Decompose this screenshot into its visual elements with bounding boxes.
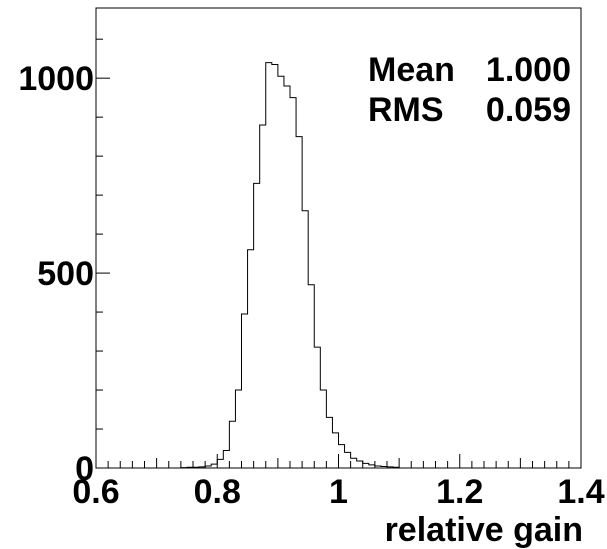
stats-rms-value: 0.059: [486, 91, 571, 129]
stats-mean-value: 1.000: [486, 51, 571, 89]
x-tick-label: 1.4: [557, 473, 604, 511]
stats-rms-label: RMS: [368, 91, 444, 129]
y-tick-label: 500: [37, 255, 94, 293]
y-tick-label: 0: [75, 450, 94, 488]
x-axis-ticks: [95, 454, 582, 468]
x-tick-label: 0.6: [72, 473, 119, 511]
y-tick-label: 1000: [18, 60, 94, 98]
stats-mean-label: Mean: [368, 51, 455, 89]
x-tick-label: 1.2: [436, 473, 483, 511]
x-tick-label: 1: [329, 473, 348, 511]
histogram-series: [96, 62, 581, 469]
x-axis-tick-labels: 0.6 0.8 1 1.2 1.4: [72, 473, 604, 511]
x-axis-label: relative gain: [385, 511, 583, 549]
x-tick-label: 0.8: [194, 473, 241, 511]
y-axis-tick-labels: 0 500 1000: [18, 60, 94, 488]
y-axis-ticks: [96, 38, 110, 469]
